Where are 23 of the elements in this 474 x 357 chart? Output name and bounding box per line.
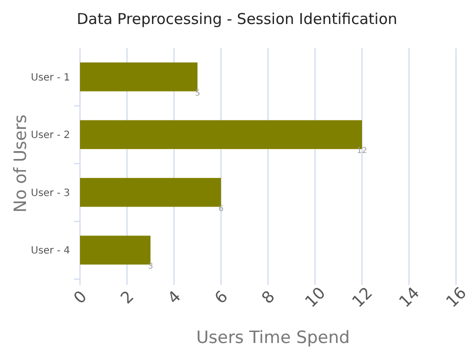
y-tick-label: User - 3 xyxy=(30,188,70,199)
x-tick-label: 16 xyxy=(442,283,470,312)
x-tick-label: 8 xyxy=(258,286,278,308)
bar xyxy=(80,178,221,207)
x-tick-label: 0 xyxy=(70,286,90,308)
x-axis-title: Users Time Spend xyxy=(196,328,350,348)
y-tick-label: User - 4 xyxy=(30,246,70,257)
bar xyxy=(80,236,150,265)
x-tick-label: 12 xyxy=(348,283,376,312)
data-label: 3 xyxy=(148,262,154,271)
y-axis-title: No of Users xyxy=(11,114,31,212)
y-tick-label: User - 2 xyxy=(30,130,70,142)
x-tick-label: 2 xyxy=(116,286,138,308)
data-label: 6 xyxy=(218,204,224,213)
y-tick-label: User - 1 xyxy=(30,72,70,84)
x-tick-label: 4 xyxy=(164,286,184,308)
data-label: 12 xyxy=(356,146,368,156)
chart-title: Data Preprocessing - Session Identification xyxy=(76,10,398,28)
x-tick-label: 14 xyxy=(395,283,424,312)
x-tick-label: 6 xyxy=(210,286,232,308)
x-tick-label: 10 xyxy=(301,283,330,312)
data-label: 5 xyxy=(194,88,200,98)
bar xyxy=(80,62,198,92)
